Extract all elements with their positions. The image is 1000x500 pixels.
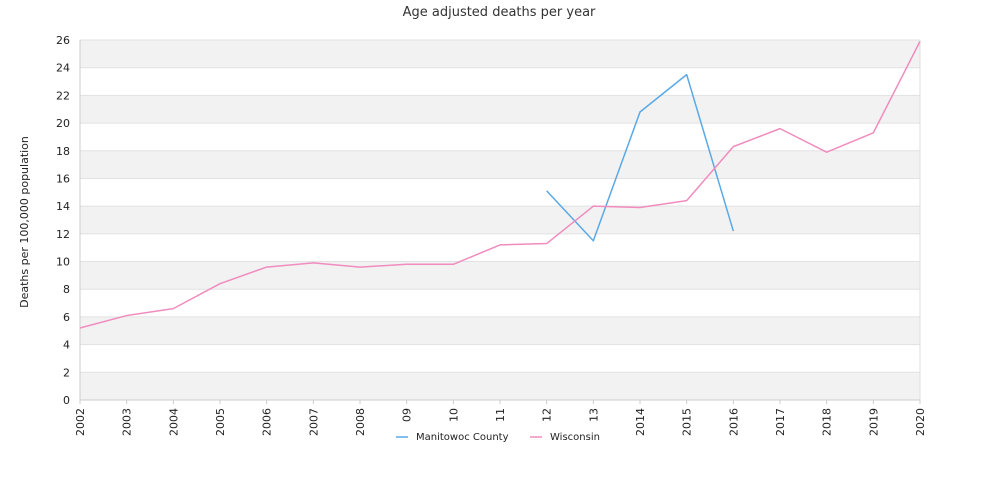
chart-title: Age adjusted deaths per year [403, 5, 596, 20]
y-tick-label: 4 [63, 339, 70, 352]
x-tick-label: 13 [587, 408, 600, 422]
y-tick-label: 20 [56, 117, 70, 130]
x-tick-label: 2016 [727, 408, 740, 436]
x-tick-labels: 2002 2003 2004 2005 2006 2007 2008 09 10 11 12 13 20… [74, 400, 927, 436]
y-tick-label: 18 [56, 145, 70, 158]
grid-bands [80, 39, 920, 401]
x-tick-label: 2008 [354, 408, 367, 436]
y-axis-title: Deaths per 100,000 population [18, 136, 31, 308]
x-tick-label: 2017 [774, 408, 787, 436]
x-tick-label: 2002 [74, 408, 87, 436]
y-tick-label: 22 [56, 89, 70, 102]
legend-item: Manitowoc County [396, 432, 509, 443]
grid-band [80, 206, 920, 234]
y-tick-label: 10 [56, 256, 70, 269]
y-tick-label: 24 [56, 62, 70, 75]
y-tick-label: 14 [56, 200, 70, 213]
grid-band [80, 95, 920, 124]
grid-band [80, 316, 920, 345]
y-tick-label: 0 [63, 394, 70, 407]
y-tick-label: 6 [63, 311, 70, 324]
grid-band [80, 372, 920, 400]
x-tick-label: 10 [447, 408, 460, 422]
legend: Manitowoc County Wisconsin [396, 432, 600, 443]
x-tick-label: 12 [541, 408, 554, 422]
x-tick-label: 2020 [914, 408, 927, 436]
x-tick-label: 2003 [121, 408, 134, 436]
grid-band [80, 123, 920, 151]
x-tick-label: 2004 [167, 408, 180, 436]
grid-band [80, 233, 920, 262]
grid-band [80, 67, 920, 96]
series-line [79, 41, 921, 329]
legend-item: Wisconsin [530, 432, 600, 443]
legend-label: Wisconsin [550, 432, 600, 443]
x-tick-label: 11 [494, 408, 507, 422]
x-tick-label: 2007 [307, 408, 320, 436]
x-tick-label: 2005 [214, 408, 227, 436]
x-tick-label: 2006 [261, 408, 274, 436]
series-line [546, 73, 735, 242]
y-tick-label: 26 [56, 34, 70, 47]
grid-band [80, 150, 920, 179]
x-tick-label: 2015 [681, 408, 694, 436]
x-tick-label: 2018 [821, 408, 834, 436]
x-tick-label: 2019 [867, 408, 880, 436]
grid-band [80, 40, 920, 68]
grid-band [80, 344, 920, 373]
y-tick-label: 16 [56, 172, 70, 185]
legend-label: Manitowoc County [416, 432, 509, 443]
x-tick-label: 2014 [634, 408, 647, 436]
grid-band [80, 289, 920, 317]
series-wisconsin [79, 41, 921, 329]
y-tick-label: 8 [63, 283, 70, 296]
series-manitowoc-county [546, 73, 735, 242]
y-tick-label: 12 [56, 228, 70, 241]
grid-band [80, 261, 920, 290]
series-lines [79, 41, 921, 329]
y-tick-label: 2 [63, 366, 70, 379]
grid-band [80, 178, 920, 207]
x-tick-label: 09 [401, 408, 414, 422]
